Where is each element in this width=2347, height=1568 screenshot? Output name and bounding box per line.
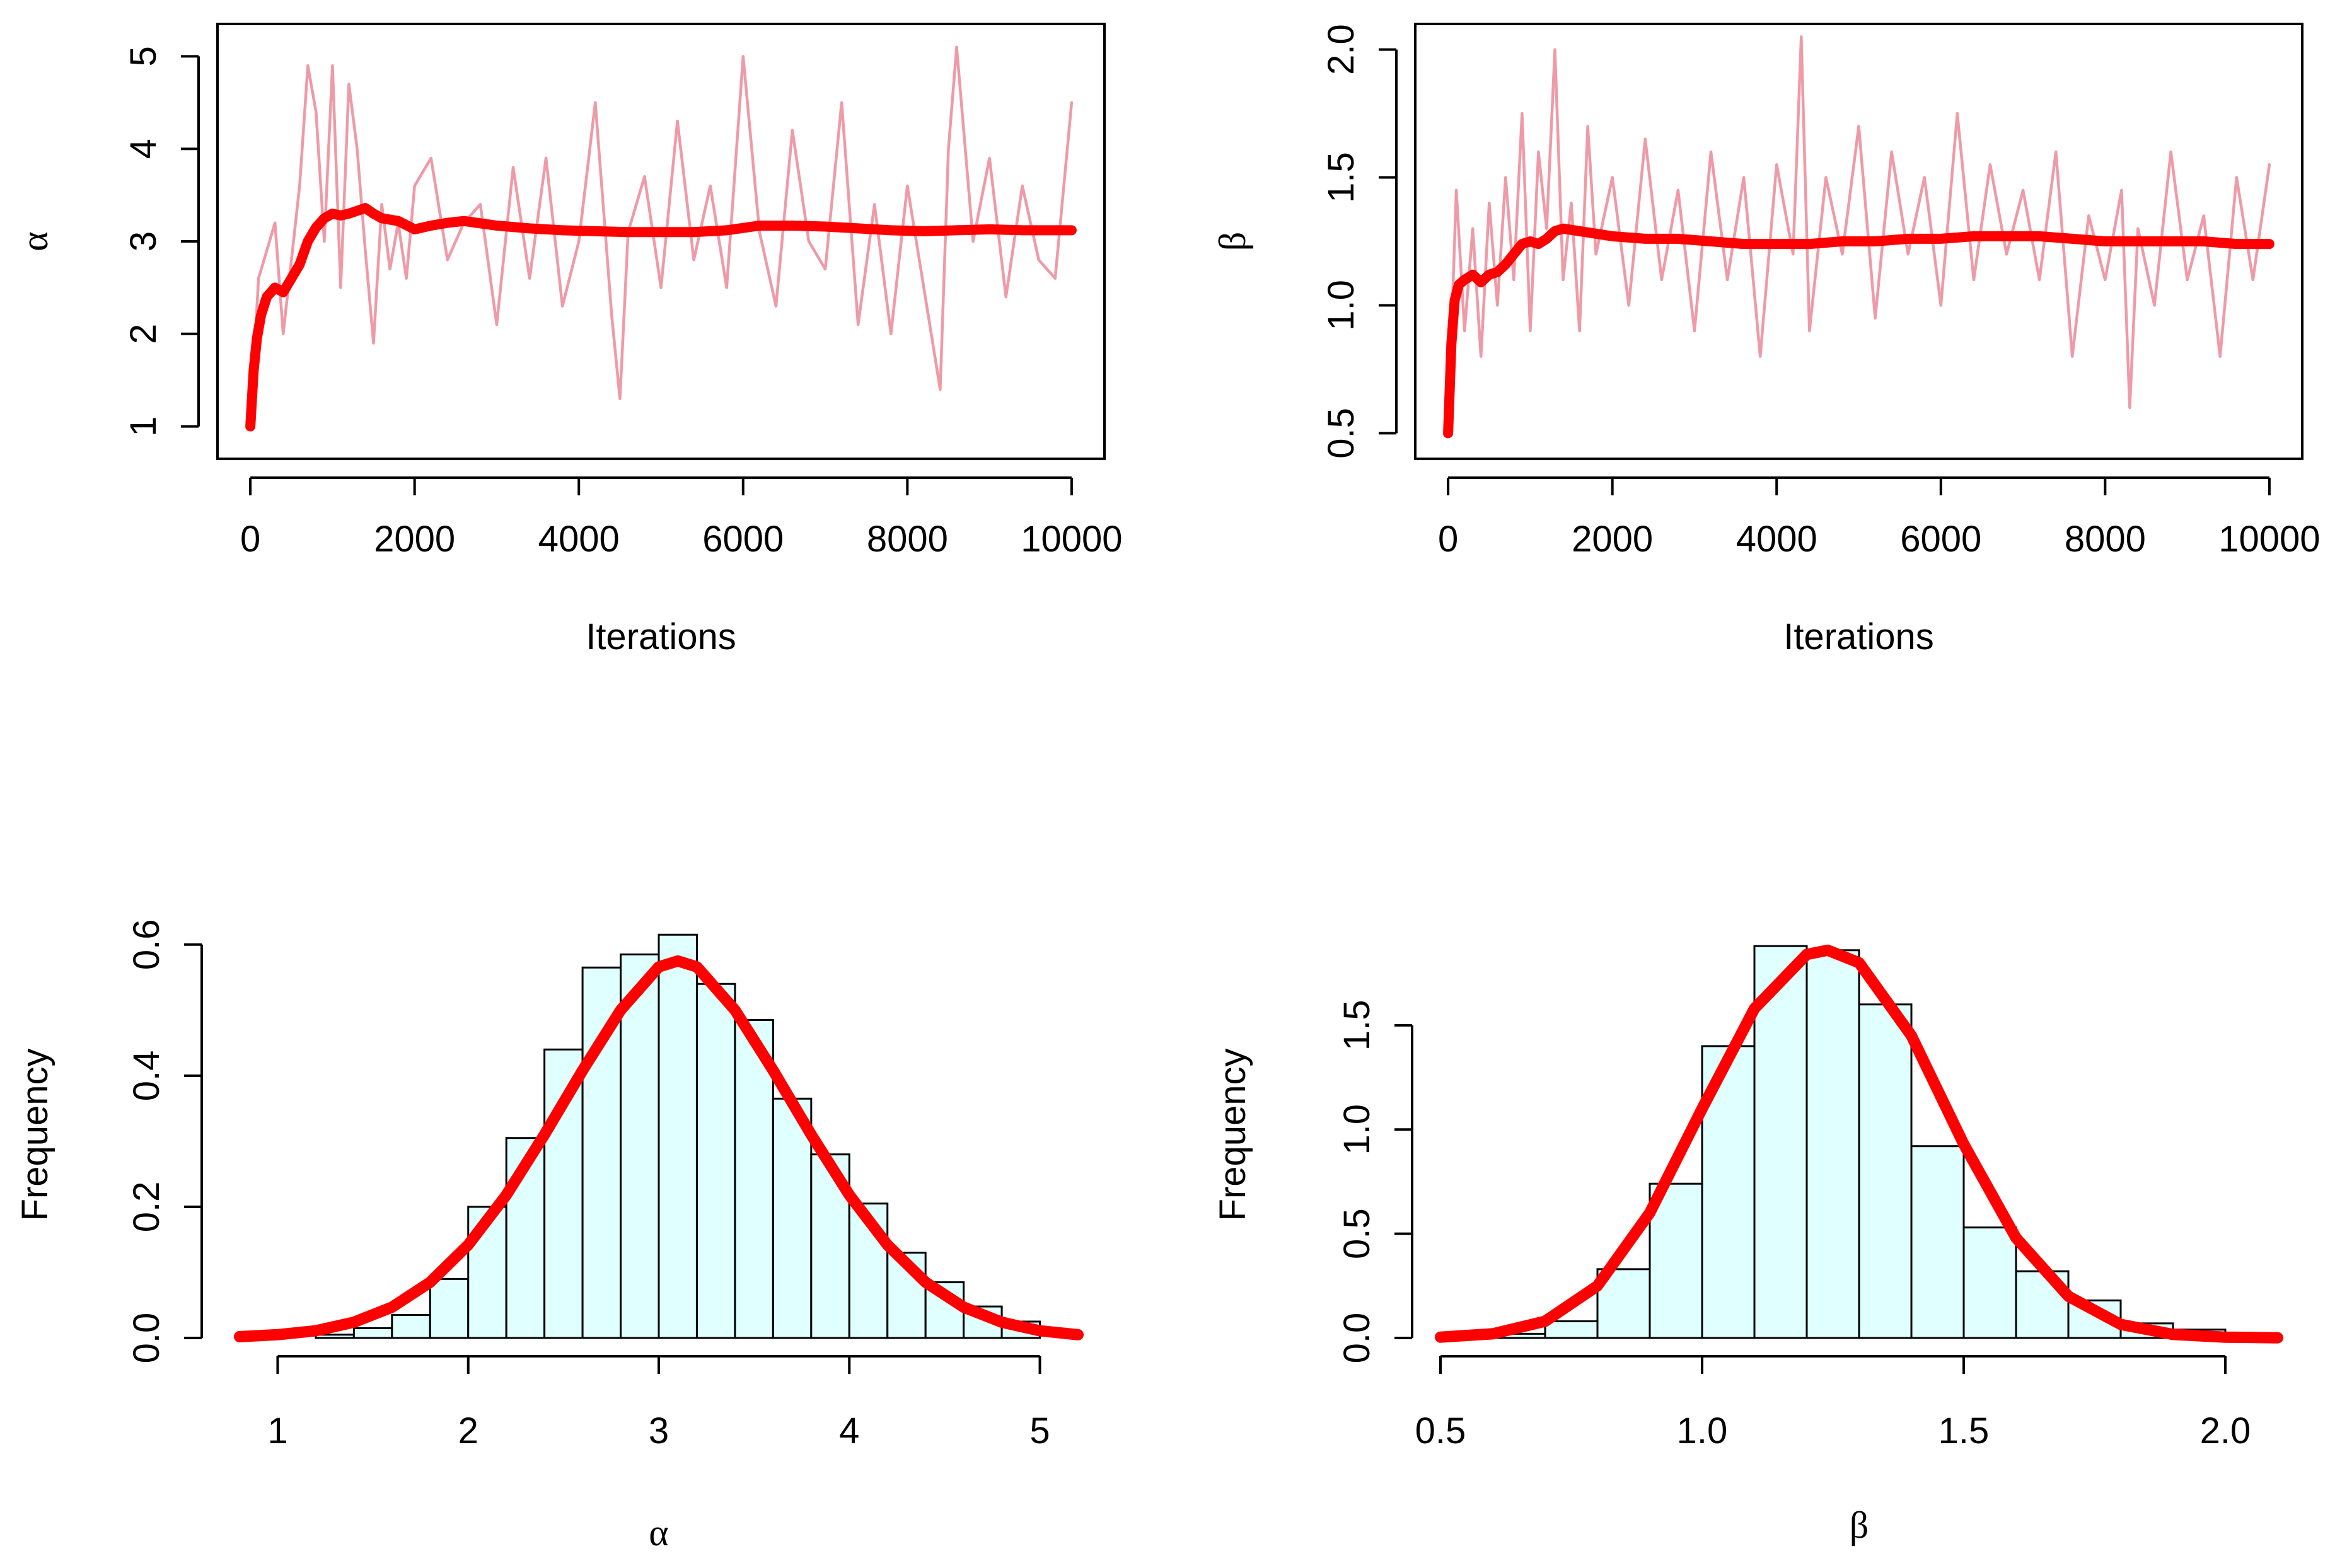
y-tick-label: 0.5 — [1321, 408, 1362, 459]
histogram-bar — [695, 983, 736, 1339]
histogram-bar — [1649, 1182, 1703, 1339]
x-tick-label: 3 — [649, 1410, 669, 1451]
y-tick-label: 0.2 — [126, 1182, 167, 1233]
x-axis-label: α — [649, 1512, 668, 1554]
histogram-bar — [1805, 949, 1860, 1339]
y-tick-label: 1.5 — [1336, 1000, 1377, 1051]
x-tick-label: 0 — [1438, 519, 1458, 560]
histogram-bar — [391, 1314, 431, 1339]
histogram-bar — [1962, 1226, 2017, 1339]
x-tick-label: 10000 — [1021, 519, 1122, 560]
density-curve — [1435, 944, 2283, 1344]
histogram-bar — [505, 1137, 546, 1339]
plot-frame — [1414, 23, 2304, 460]
y-tick-label: 1.5 — [1321, 152, 1362, 203]
x-axis-label: β — [1850, 1504, 1869, 1546]
x-tick-label: 2.0 — [2200, 1410, 2251, 1451]
y-tick-label: 1.0 — [1336, 1104, 1377, 1155]
y-tick-label: 5 — [123, 46, 164, 66]
y-tick-label: 3 — [123, 231, 164, 251]
y-tick-label: 0.0 — [126, 1313, 167, 1364]
y-tick-label: 4 — [123, 139, 164, 159]
trace-plot-alpha: 0 2000 4000 6000 8000 10000 1 2 3 4 5 Iterations α — [14, 23, 1123, 657]
x-axis-label: Iterations — [1783, 616, 1934, 657]
histogram-bar — [620, 953, 660, 1339]
y-tick-label: 0.0 — [1336, 1313, 1377, 1364]
density-curve — [234, 955, 1084, 1342]
plot-frame — [216, 23, 1106, 460]
y-tick-label: 0.5 — [1336, 1208, 1377, 1259]
running-mean-line — [1443, 223, 2275, 439]
histogram-bar — [1910, 1145, 1965, 1339]
histogram-bar — [1858, 1003, 1913, 1339]
trace-line — [1446, 35, 2271, 435]
y-axis-label: β — [1212, 232, 1253, 251]
histogram-bar — [886, 1252, 927, 1339]
histogram-bar — [658, 933, 698, 1339]
y-tick-label: 1.0 — [1321, 280, 1362, 331]
x-tick-label: 8000 — [867, 519, 948, 560]
x-tick-label: 0 — [240, 519, 260, 560]
x-tick-label: 1.0 — [1677, 1410, 1728, 1451]
y-tick-label: 0.4 — [126, 1051, 167, 1102]
x-tick-label: 4000 — [538, 519, 620, 560]
y-tick-label: 2 — [123, 324, 164, 344]
trace-line — [248, 45, 1074, 428]
x-tick-label: 10000 — [2218, 519, 2320, 560]
x-tick-label: 2 — [458, 1410, 478, 1451]
x-tick-label: 4 — [839, 1410, 859, 1451]
x-tick-label: 2000 — [1572, 519, 1653, 560]
histogram-bar — [352, 1327, 393, 1339]
x-tick-label: 1 — [267, 1410, 287, 1451]
running-mean-line — [245, 203, 1077, 432]
y-tick-label: 2.0 — [1321, 24, 1362, 75]
y-axis-label: Frequency — [1212, 1048, 1253, 1221]
x-tick-label: 8000 — [2065, 519, 2146, 560]
histogram-beta: 0.5 1.0 1.5 2.0 0.0 0.5 1.0 1.5 β Frequency — [1212, 944, 2283, 1546]
trace-plot-beta: 0 2000 4000 6000 8000 10000 0.5 1.0 1.5 2.0 Iterat… — [1212, 23, 2321, 657]
y-axis-label: α — [14, 231, 55, 251]
histogram-bar — [1753, 945, 1808, 1339]
histogram-alpha: 1 2 3 4 5 0.0 0.2 0.4 0.6 α Frequency — [14, 919, 1084, 1554]
x-tick-label: 5 — [1029, 1410, 1050, 1451]
y-axis-label: Frequency — [14, 1048, 55, 1221]
x-tick-label: 4000 — [1736, 519, 1817, 560]
y-tick-label: 1 — [123, 416, 164, 436]
y-tick-label: 0.6 — [126, 919, 167, 970]
histogram-bar — [1544, 1320, 1599, 1339]
histogram-bar — [734, 1018, 774, 1339]
x-tick-label: 1.5 — [1938, 1410, 1990, 1451]
x-tick-label: 2000 — [374, 519, 455, 560]
x-axis-label: Iterations — [586, 616, 736, 657]
x-tick-label: 6000 — [1900, 519, 1981, 560]
x-tick-label: 6000 — [702, 519, 784, 560]
histogram-bar — [429, 1277, 470, 1339]
x-tick-label: 0.5 — [1415, 1410, 1466, 1451]
